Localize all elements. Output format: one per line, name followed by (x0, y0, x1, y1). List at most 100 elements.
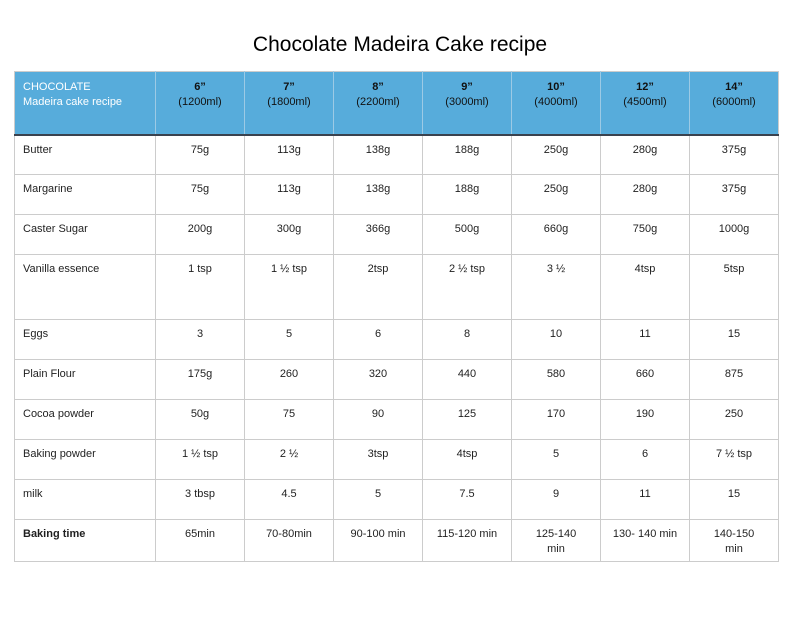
table-cell: 90 (333, 399, 423, 441)
table-cell: 50g (155, 399, 245, 441)
table-cell: 200g (155, 214, 245, 256)
row-label: Baking time (14, 519, 156, 563)
table-cell: 660g (511, 214, 601, 256)
page: Chocolate Madeira Cake recipe CHOCOLATE … (0, 33, 800, 563)
column-header: 7” (1800ml) (244, 71, 334, 136)
column-size-label: 6” (194, 81, 206, 94)
column-header: 10” (4000ml) (511, 71, 601, 136)
table-cell: 280g (600, 134, 690, 176)
table-row: Plain Flour 175g 260 320 440 580 660 875 (14, 359, 779, 401)
table-cell: 190 (600, 399, 690, 441)
table-row: Butter 75g 113g 138g 188g 250g 280g 375g (14, 134, 779, 176)
table-cell: 75 (244, 399, 334, 441)
table-cell: 188g (422, 134, 512, 176)
table-cell: 70-80min (244, 519, 334, 563)
row-label: Vanilla essence (14, 254, 156, 321)
row-label: Butter (14, 134, 156, 176)
column-size-label: 14” (725, 81, 743, 94)
column-header: 14” (6000ml) (689, 71, 779, 136)
table-cell: 300g (244, 214, 334, 256)
table-cell: 5 (244, 319, 334, 361)
column-volume-label: (4000ml) (534, 96, 578, 109)
table-cell: 4tsp (600, 254, 690, 321)
table-cell: 2tsp (333, 254, 423, 321)
table-header: CHOCOLATE Madeira cake recipe 6” (1200ml)… (14, 71, 779, 136)
column-size-label: 12” (636, 81, 654, 94)
row-label: Margarine (14, 174, 156, 216)
table-cell: 7 ½ tsp (689, 439, 779, 481)
column-volume-label: (1800ml) (267, 96, 311, 109)
table-cell: 1 ½ tsp (155, 439, 245, 481)
table-cell: 75g (155, 174, 245, 216)
row-label: milk (14, 479, 156, 521)
table-cell: 1 tsp (155, 254, 245, 321)
row-label: Baking powder (14, 439, 156, 481)
column-header: 6” (1200ml) (155, 71, 245, 136)
table-cell: 4.5 (244, 479, 334, 521)
table-cell: 440 (422, 359, 512, 401)
row-label: Plain Flour (14, 359, 156, 401)
table-row: Vanilla essence 1 tsp 1 ½ tsp 2tsp 2 ½ tsp 3 … (14, 254, 779, 321)
corner-header-line1: CHOCOLATE (23, 81, 91, 94)
table-cell: 375g (689, 174, 779, 216)
table-cell: 8 (422, 319, 512, 361)
row-label: Caster Sugar (14, 214, 156, 256)
table-cell: 1000g (689, 214, 779, 256)
table-cell: 3 tbsp (155, 479, 245, 521)
table-cell: 250 (689, 399, 779, 441)
recipe-table: CHOCOLATE Madeira cake recipe 6” (1200ml)… (14, 71, 779, 563)
table-cell: 140-150 min (689, 519, 779, 563)
table-row: Eggs 3 5 6 8 10 11 15 (14, 319, 779, 361)
table-cell: 125 (422, 399, 512, 441)
column-volume-label: (2200ml) (356, 96, 400, 109)
table-cell: 2 ½ tsp (422, 254, 512, 321)
table-cell: 2 ½ (244, 439, 334, 481)
table-cell: 260 (244, 359, 334, 401)
column-header: 9” (3000ml) (422, 71, 512, 136)
table-cell: 65min (155, 519, 245, 563)
table-cell: 580 (511, 359, 601, 401)
table-cell: 3 ½ (511, 254, 601, 321)
column-size-label: 7” (283, 81, 295, 94)
table-cell: 188g (422, 174, 512, 216)
table-cell: 113g (244, 174, 334, 216)
table-cell: 11 (600, 319, 690, 361)
table-cell: 280g (600, 174, 690, 216)
table-cell: 138g (333, 134, 423, 176)
table-cell: 375g (689, 134, 779, 176)
row-label: Eggs (14, 319, 156, 361)
table-cell: 5 (511, 439, 601, 481)
column-volume-label: (4500ml) (623, 96, 667, 109)
table-row: Baking powder 1 ½ tsp 2 ½ 3tsp 4tsp 5 6 7 ½ tsp (14, 439, 779, 481)
table-cell: 660 (600, 359, 690, 401)
column-volume-label: (3000ml) (445, 96, 489, 109)
table-cell: 15 (689, 479, 779, 521)
table-cell: 250g (511, 174, 601, 216)
table-header-row: CHOCOLATE Madeira cake recipe 6” (1200ml)… (14, 71, 779, 136)
table-cell: 130- 140 min (600, 519, 690, 563)
corner-header-line2: Madeira cake recipe (23, 96, 123, 109)
table-cell: 175g (155, 359, 245, 401)
table-cell: 1 ½ tsp (244, 254, 334, 321)
table-cell: 6 (600, 439, 690, 481)
table-body: Butter 75g 113g 138g 188g 250g 280g 375g Margari… (14, 134, 779, 563)
table-cell: 875 (689, 359, 779, 401)
table-cell: 15 (689, 319, 779, 361)
table-row: Margarine 75g 113g 138g 188g 250g 280g 375g (14, 174, 779, 216)
table-cell: 75g (155, 134, 245, 176)
table-cell: 3 (155, 319, 245, 361)
table-cell: 4tsp (422, 439, 512, 481)
column-volume-label: (6000ml) (712, 96, 756, 109)
table-cell: 113g (244, 134, 334, 176)
table-row: Cocoa powder 50g 75 90 125 170 190 250 (14, 399, 779, 441)
table-cell: 366g (333, 214, 423, 256)
table-cell: 3tsp (333, 439, 423, 481)
page-title: Chocolate Madeira Cake recipe (252, 33, 548, 56)
table-cell: 750g (600, 214, 690, 256)
table-cell: 500g (422, 214, 512, 256)
column-header: 8” (2200ml) (333, 71, 423, 136)
table-cell: 6 (333, 319, 423, 361)
table-cell: 250g (511, 134, 601, 176)
table-row: Baking time 65min 70-80min 90-100 min 115-12… (14, 519, 779, 563)
table-cell: 5 (333, 479, 423, 521)
